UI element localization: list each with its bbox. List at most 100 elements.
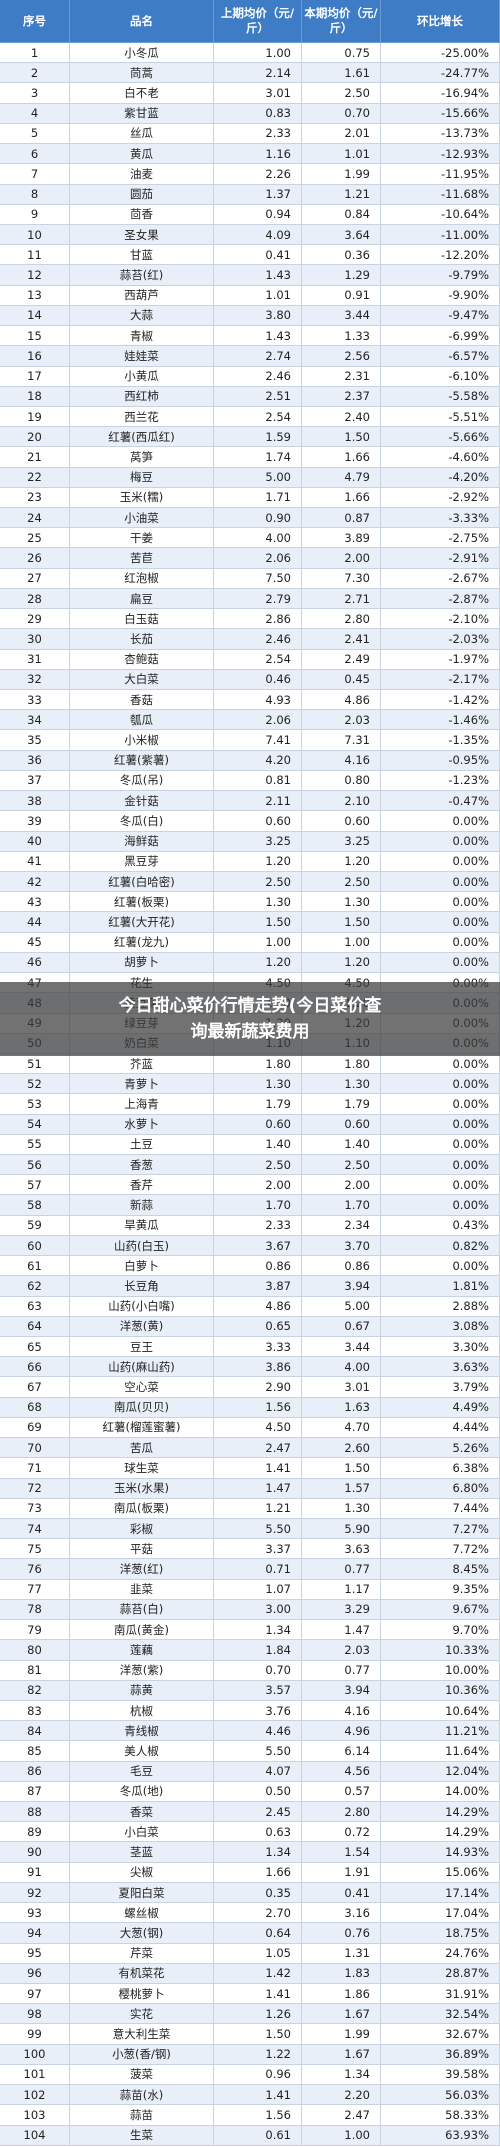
table-cell: 2: [0, 63, 70, 84]
table-cell: 有机菜花: [70, 1963, 214, 1984]
table-cell: -4.20%: [381, 467, 500, 488]
table-cell: 2.86: [214, 609, 302, 630]
table-cell: 5.50: [214, 1518, 302, 1540]
table-cell: 11.21%: [381, 1721, 500, 1742]
table-cell: 1.34: [214, 1842, 302, 1863]
table-cell: -0.95%: [381, 750, 500, 771]
banner-line: 询最新蔬菜费用: [190, 1022, 310, 1042]
table-row: 81 洋葱(紫) 0.70 0.77 10.00%: [0, 1660, 500, 1681]
table-cell: 0.63: [214, 1822, 302, 1843]
table-cell: 长豆角: [70, 1276, 214, 1297]
table-row: 24 小油菜 0.90 0.87 -3.33%: [0, 508, 500, 529]
table-cell: 4.00: [302, 1357, 381, 1378]
table-cell: 瓠瓜: [70, 710, 214, 731]
table-cell: 1.30: [302, 892, 381, 913]
table-cell: 1.37: [214, 184, 302, 205]
table-cell: 2.46: [214, 366, 302, 387]
table-cell: 0.91: [302, 285, 381, 306]
table-row: 6 黄瓜 1.16 1.01 -12.93%: [0, 144, 500, 165]
table-cell: -11.68%: [381, 184, 500, 205]
table-cell: 78: [0, 1599, 70, 1621]
table-cell: 9.67%: [381, 1599, 500, 1621]
table-cell: 5: [0, 123, 70, 145]
table-cell: 62: [0, 1276, 70, 1297]
table-row: 9 茴香 0.94 0.84 -10.64%: [0, 204, 500, 225]
table-cell: 娃娃菜: [70, 346, 214, 367]
table-cell: 1.01: [302, 144, 381, 165]
table-cell: 圆茄: [70, 184, 214, 205]
table-cell: 59: [0, 1215, 70, 1236]
table-cell: 小黄瓜: [70, 366, 214, 387]
table-cell: -16.94%: [381, 83, 500, 104]
table-row: 46 胡萝卜 1.20 1.20 0.00%: [0, 952, 500, 974]
table-row: 37 冬瓜(吊) 0.81 0.80 -1.23%: [0, 770, 500, 792]
table-cell: 56.03%: [381, 2085, 500, 2106]
table-cell: -11.95%: [381, 164, 500, 185]
table-cell: 2.00: [302, 1175, 381, 1196]
table-cell: 2.74: [214, 346, 302, 367]
table-cell: 0.67: [302, 1316, 381, 1337]
table-cell: 16: [0, 346, 70, 367]
table-row: 83 杭椒 3.76 4.16 10.64%: [0, 1700, 500, 1722]
table-cell: 1.79: [214, 1094, 302, 1115]
table-cell: 30: [0, 629, 70, 650]
table-cell: 长茄: [70, 629, 214, 650]
table-cell: 29: [0, 609, 70, 630]
table-cell: 3.64: [302, 224, 381, 246]
table-row: 53 上海青 1.79 1.79 0.00%: [0, 1094, 500, 1115]
table-cell: 1.91: [302, 1862, 381, 1883]
table-cell: 3.01: [214, 83, 302, 104]
table-cell: 0.87: [302, 508, 381, 529]
table-row: 104 生菜 0.61 1.00 63.93%: [0, 2125, 500, 2146]
table-cell: 2.31: [302, 366, 381, 387]
table-cell: 1.84: [214, 1640, 302, 1661]
table-cell: 10.33%: [381, 1640, 500, 1661]
table-cell: 1.00: [302, 932, 381, 953]
table-cell: 2.50: [302, 871, 381, 893]
table-cell: 扁豆: [70, 588, 214, 610]
table-cell: 0.86: [302, 1256, 381, 1277]
table-cell: 24: [0, 508, 70, 529]
table-cell: 3.33: [214, 1337, 302, 1358]
table-cell: -2.92%: [381, 487, 500, 509]
table-cell: 0.00%: [381, 1053, 500, 1075]
table-row: 98 实花 1.26 1.67 32.54%: [0, 2004, 500, 2025]
table-cell: 7.30: [302, 568, 381, 589]
table-cell: 芥蓝: [70, 1053, 214, 1075]
table-row: 19 西兰花 2.54 2.40 -5.51%: [0, 406, 500, 428]
table-cell: 新蒜: [70, 1195, 214, 1216]
table-cell: 18: [0, 386, 70, 407]
table-cell: -5.51%: [381, 406, 500, 428]
table-cell: 莲藕: [70, 1640, 214, 1661]
table-cell: 0.00%: [381, 871, 500, 893]
table-cell: 67: [0, 1377, 70, 1398]
table-row: 102 蒜苗(水) 1.41 2.20 56.03%: [0, 2085, 500, 2106]
table-cell: 球生菜: [70, 1458, 214, 1479]
table-cell: 46: [0, 952, 70, 974]
table-cell: 白萝卜: [70, 1256, 214, 1277]
table-row: 57 香芹 2.00 2.00 0.00%: [0, 1175, 500, 1196]
table-cell: 0.00%: [381, 851, 500, 872]
table-cell: 洋葱(黄): [70, 1316, 214, 1337]
table-cell: 0.41: [214, 245, 302, 266]
table-cell: 0.96: [214, 2064, 302, 2086]
table-cell: -24.77%: [381, 63, 500, 84]
table-cell: -1.42%: [381, 690, 500, 711]
table-row: 51 芥蓝 1.80 1.80 0.00%: [0, 1053, 500, 1075]
table-cell: 90: [0, 1842, 70, 1863]
table-cell: 3.89: [302, 528, 381, 549]
table-cell: 2.60: [302, 1438, 381, 1459]
table-cell: 0.60: [302, 1114, 381, 1135]
table-cell: -9.79%: [381, 265, 500, 286]
table-cell: 65: [0, 1337, 70, 1358]
table-cell: 蒜黄: [70, 1680, 214, 1701]
table-cell: 1.61: [302, 63, 381, 84]
table-row: 1 小冬瓜 1.00 0.75 -25.00%: [0, 43, 500, 64]
table-cell: 15.06%: [381, 1862, 500, 1883]
table-cell: 1: [0, 43, 70, 64]
table-cell: 3.00: [214, 1599, 302, 1621]
table-cell: 5.26%: [381, 1438, 500, 1459]
table-cell: 山药(小白嘴): [70, 1296, 214, 1317]
table-cell: 彩椒: [70, 1518, 214, 1540]
watermark-banner: 今日甜心菜价行情走势(今日菜价查 询最新蔬菜费用: [0, 982, 500, 1056]
